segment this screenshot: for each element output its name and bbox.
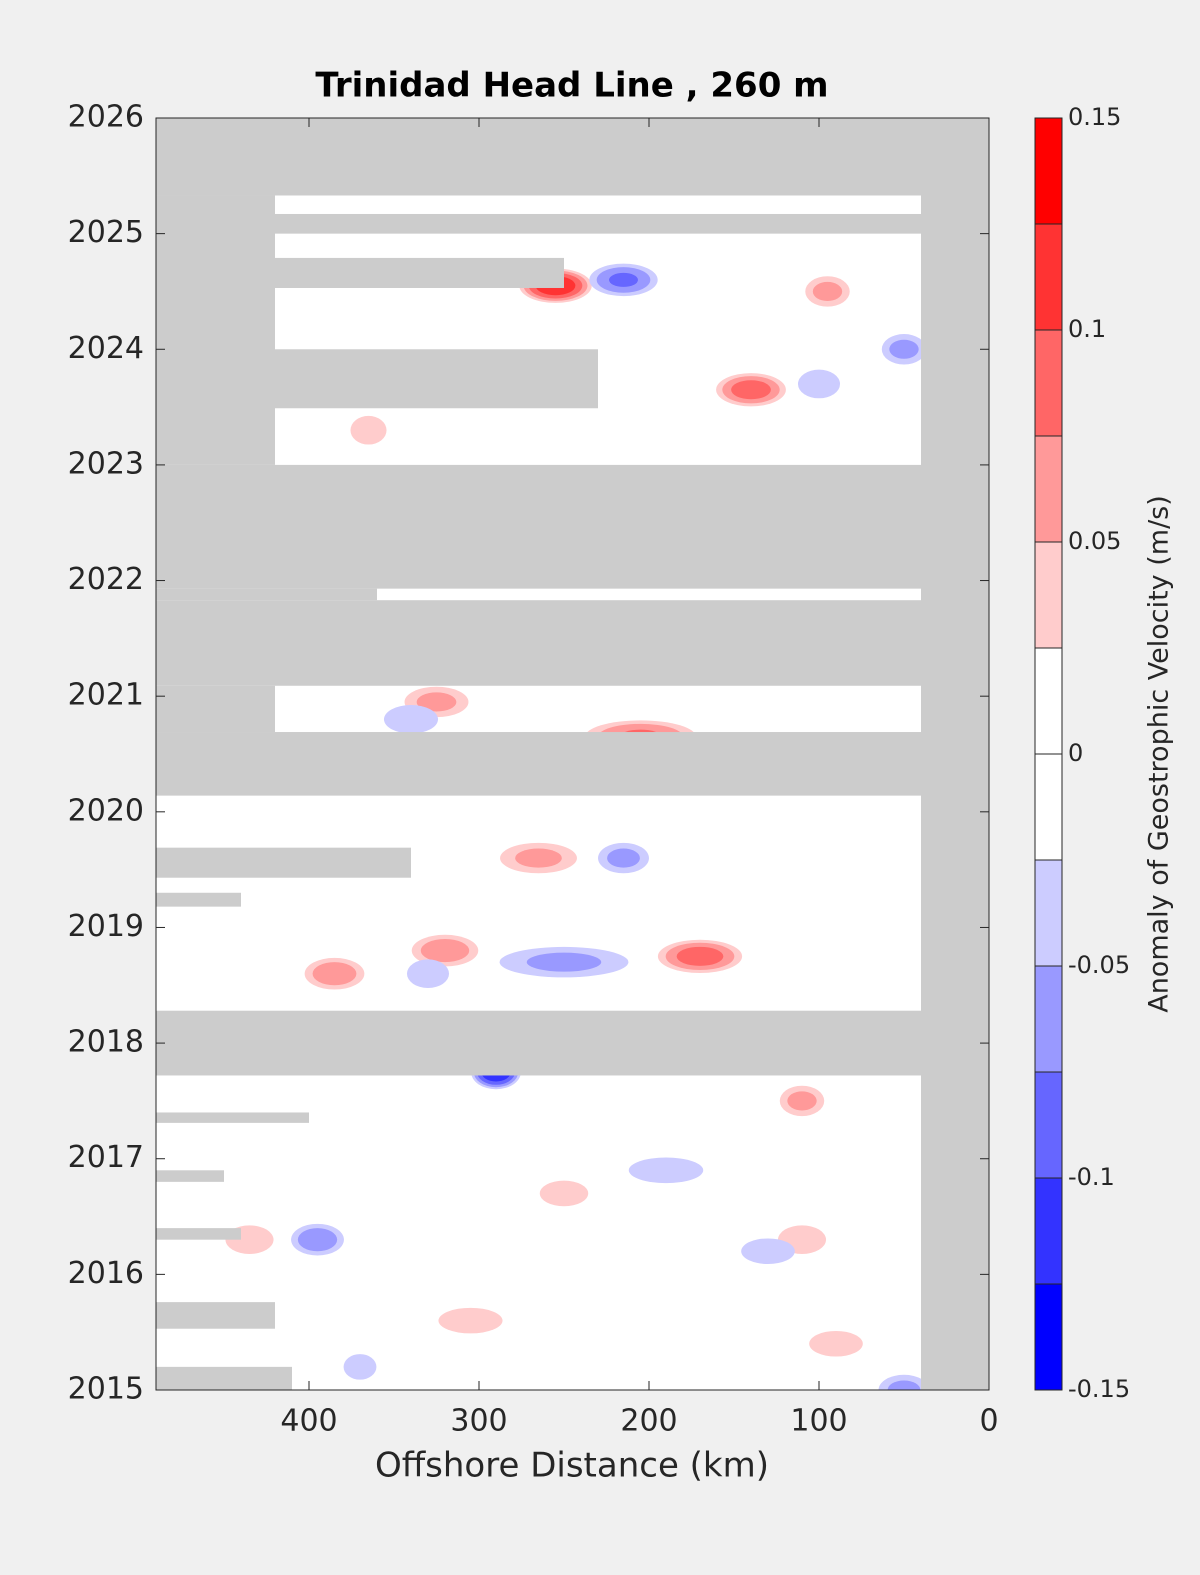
colorbar-bin [1035,224,1062,330]
x-tick-label: 0 [979,1404,998,1439]
colorbar-label: Anomaly of Geostrophic Velocity (m/s) [1144,495,1175,1013]
contour-blob [539,1180,589,1207]
colorbar-bin [1035,330,1062,436]
contour-blob [416,692,457,712]
no-data-region [921,118,989,1390]
contour-blob [350,415,387,445]
contour-blob [515,848,562,868]
colorbar-tick-label: -0.05 [1068,951,1130,979]
no-data-region [156,685,275,733]
no-data-region [156,349,598,409]
no-data-region [156,600,921,686]
y-tick-label: 2019 [68,909,144,944]
contour-blob [420,939,470,963]
colorbar-bin [1035,1178,1062,1284]
x-axis-label: Offshore Distance (km) [375,1446,769,1486]
field [156,118,989,1390]
y-tick-label: 2018 [68,1025,144,1060]
colorbar-bin [1035,1072,1062,1178]
no-data-region [156,1010,921,1076]
y-tick-label: 2020 [68,793,144,828]
no-data-region [156,213,921,234]
no-data-region [156,847,411,878]
chart-title: Trinidad Head Line , 260 m [315,66,828,106]
y-tick-label: 2021 [68,678,144,713]
colorbar-frame [1034,117,1063,1391]
contour-blob [889,339,919,359]
no-data-region [156,892,241,907]
no-data-region [156,464,921,589]
y-tick-label: 2017 [68,1140,144,1175]
contour-blob [812,281,843,301]
contour-blob [438,1307,503,1334]
contour-blob [676,946,724,966]
contour-blob [887,1380,921,1390]
colorbar-bin [1035,1284,1062,1390]
colorbar-tick-label: 0.1 [1068,315,1106,343]
no-data-region [156,732,921,796]
no-data-region [156,588,377,601]
colorbar-bin [1035,118,1062,224]
contour-blob [628,1157,704,1184]
contour-blob [526,952,602,972]
colorbar-tick-label: 0.05 [1068,527,1121,555]
contour-blob [809,1330,863,1357]
x-tick-label: 400 [280,1404,337,1439]
colorbar-tick-label: 0.15 [1068,103,1121,131]
x-tick-label: 100 [790,1404,847,1439]
contour-blob [343,1354,377,1380]
contour-blob [787,1091,817,1111]
colorbar-bin [1035,860,1062,966]
colorbar-bin [1035,966,1062,1072]
colorbar-bin [1035,754,1062,860]
contour-blob [609,272,638,287]
no-data-region [156,1170,224,1182]
contour-blob [312,962,357,986]
colorbar-bin [1035,542,1062,648]
colorbar-bin [1035,436,1062,542]
contour-blob [406,959,450,989]
x-tick-label: 200 [620,1404,677,1439]
contour-blob [383,704,439,734]
y-tick-label: 2016 [68,1256,144,1291]
contour-blob [607,848,640,868]
no-data-region [156,1366,292,1390]
no-data-region [156,1228,241,1240]
contour-blob [731,380,771,400]
y-tick-label: 2022 [68,562,144,597]
y-tick-label: 2025 [68,215,144,250]
colorbar-tick-label: 0 [1068,739,1083,767]
no-data-region [156,1112,309,1123]
contour-blob [741,1238,795,1265]
contour-blob [297,1228,338,1252]
colorbar-tick-label: -0.15 [1068,1375,1130,1403]
no-data-region [156,257,564,288]
y-tick-label: 2015 [68,1372,144,1407]
colorbar-bin [1035,648,1062,754]
no-data-region [156,195,275,465]
x-tick-label: 300 [450,1404,507,1439]
colorbar-tick-label: -0.1 [1068,1163,1115,1191]
y-tick-label: 2024 [68,331,144,366]
no-data-region [156,1302,275,1329]
axes-frame [155,117,990,1391]
contour-blob [797,369,841,399]
y-tick-label: 2023 [68,446,144,481]
y-tick-label: 2026 [68,100,144,135]
no-data-region [156,118,989,196]
